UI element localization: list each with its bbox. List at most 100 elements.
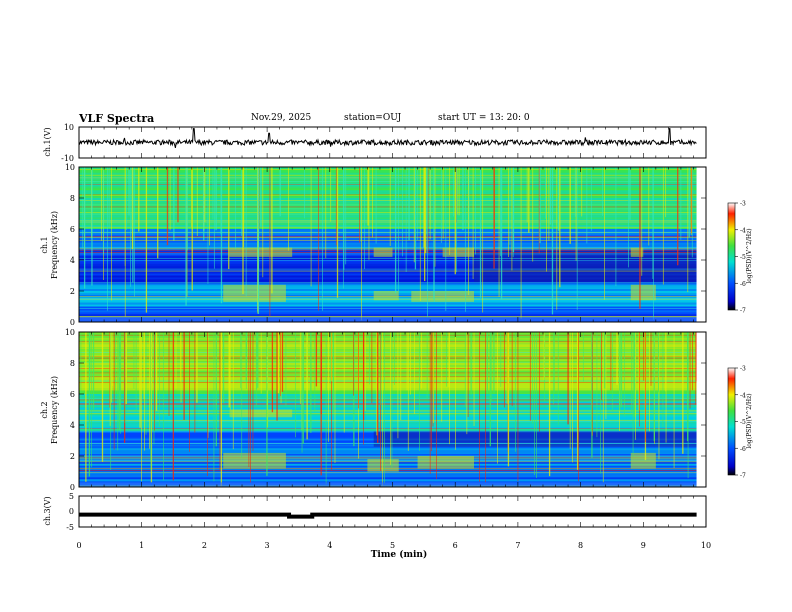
- y-tick-label: 2: [70, 287, 75, 296]
- colorbar-tick-label: -7: [740, 308, 746, 315]
- spectrogram-row: [79, 308, 697, 311]
- y-tick-label: 6: [70, 225, 75, 234]
- spectrogram-row: [79, 425, 697, 428]
- spectrogram-row: [79, 192, 697, 195]
- spectrogram-row: [79, 240, 697, 243]
- spectrogram-row: [79, 421, 697, 424]
- ch1-spec-xticks: [78, 167, 707, 322]
- spectrogram-row: [79, 370, 697, 373]
- spectrogram-row: [79, 263, 697, 267]
- time-tick-label: 4: [327, 541, 332, 550]
- ch2-spec-yticks: 0 2 4 6 8 10: [65, 328, 706, 492]
- spectrogram-row: [79, 209, 697, 212]
- colorbar-tick-label: -6: [740, 281, 746, 288]
- ch2-spec-xticks: [78, 332, 707, 487]
- ch1-ytick-top: 10: [64, 123, 74, 132]
- y-tick-label: 0: [70, 318, 75, 327]
- time-tick-label: 5: [390, 541, 395, 550]
- spectrogram-row: [79, 378, 697, 381]
- spectrogram-row: [79, 349, 697, 352]
- spectrogram-patch: [373, 247, 393, 257]
- spectrogram-row: [79, 450, 697, 453]
- time-tick-label: 0: [76, 541, 81, 550]
- spectrogram-row: [79, 223, 697, 226]
- y-tick-label: 8: [70, 359, 75, 368]
- spectrogram-row: [79, 227, 697, 230]
- spectrogram-row: [79, 345, 697, 348]
- time-tick-label: 6: [453, 541, 458, 550]
- spectrogram-row: [79, 454, 697, 457]
- ch1-colorbar-label: log(PSD)(V^2/Hz): [746, 228, 753, 283]
- colorbar-tick-label: -5: [740, 254, 746, 261]
- spectrogram-row: [79, 244, 697, 247]
- time-tick-label: 1: [139, 541, 144, 550]
- spectrogram-row: [79, 388, 697, 391]
- spectrogram-row: [79, 477, 697, 480]
- time-tick-label: 8: [578, 541, 583, 550]
- spectrogram-row: [79, 423, 697, 426]
- spectrogram-row: [79, 236, 697, 239]
- time-tick-label: 2: [202, 541, 207, 550]
- ch1-colorbar: [727, 202, 736, 311]
- spectrogram-row: [79, 174, 697, 177]
- spectrogram-row: [79, 314, 697, 317]
- spectrogram-patch: [229, 247, 293, 257]
- start-time-label: start UT = 13: 20: 0: [438, 113, 530, 123]
- spectrogram-patch: [223, 452, 286, 469]
- spectrogram-row: [79, 211, 697, 214]
- y-tick-label: 6: [70, 390, 75, 399]
- spectrogram-row: [79, 384, 697, 387]
- colorbar-tick-label: -4: [740, 227, 746, 234]
- station-label: station=OUJ: [344, 113, 402, 123]
- colorbar-tick-label: -7: [740, 473, 746, 480]
- spectrogram-row: [79, 199, 697, 203]
- spectrogram-row: [79, 382, 697, 385]
- ch1-spec-ylabel-channel: ch.1: [40, 236, 49, 253]
- ch3-waveform-panel: 5 0 -5 ch.3(V) 0 1 2 3 4 5 6 7 8 9 10 Time (min): [43, 492, 711, 560]
- spectrogram-row: [79, 481, 697, 484]
- spectrogram-patch: [223, 284, 286, 302]
- ch2-colorbar-ticks: -3 -4 -5 -6 -7: [735, 366, 746, 480]
- spectrogram-row: [79, 300, 697, 303]
- spectrogram-nodata: [696, 332, 706, 487]
- spectrogram-row: [79, 316, 697, 319]
- date-label: Nov.29, 2025: [251, 113, 312, 123]
- spectrogram-row: [79, 339, 697, 342]
- ch3-ytick-top: 5: [69, 492, 74, 501]
- y-tick-label: 0: [70, 483, 75, 492]
- spectrogram-row: [79, 386, 697, 389]
- spectrogram-row: [79, 312, 697, 315]
- spectrogram-row: [79, 196, 697, 199]
- spectrogram-row: [79, 285, 697, 288]
- spectrogram-patch: [373, 291, 399, 301]
- spectrogram-row: [79, 376, 697, 379]
- spectrogram-lowband: [79, 482, 697, 487]
- ch3-ytick-bottom: -5: [66, 523, 74, 532]
- spectrogram-row: [79, 213, 697, 216]
- y-tick-label: 8: [70, 194, 75, 203]
- spectrogram-row: [79, 380, 697, 383]
- spectrogram-row: [79, 217, 697, 220]
- chart-title: VLF Spectra: [79, 112, 155, 125]
- spectrogram-row: [79, 366, 697, 370]
- spectrogram-row: [79, 475, 697, 478]
- spectrogram-row: [79, 186, 697, 189]
- spectrogram-row: [79, 372, 697, 375]
- colorbar-tick-label: -3: [740, 201, 746, 208]
- spectrogram-band: [474, 250, 697, 282]
- spectrogram-row: [79, 394, 697, 397]
- spectrogram-row: [79, 178, 697, 181]
- spectrogram-row: [79, 452, 697, 455]
- colorbar-tick-label: -3: [740, 366, 746, 373]
- spectrogram-row: [79, 238, 697, 241]
- spectrogram-row: [79, 225, 697, 228]
- spectrogram-row: [79, 229, 697, 232]
- ch3-ytick-mid: 0: [69, 507, 74, 516]
- spectrogram-row: [79, 265, 697, 269]
- spectrogram-row: [79, 198, 697, 201]
- ch2-colorbar: [727, 367, 736, 476]
- ch1-ytick-bottom: -10: [61, 154, 74, 163]
- spectrogram-row: [79, 364, 697, 368]
